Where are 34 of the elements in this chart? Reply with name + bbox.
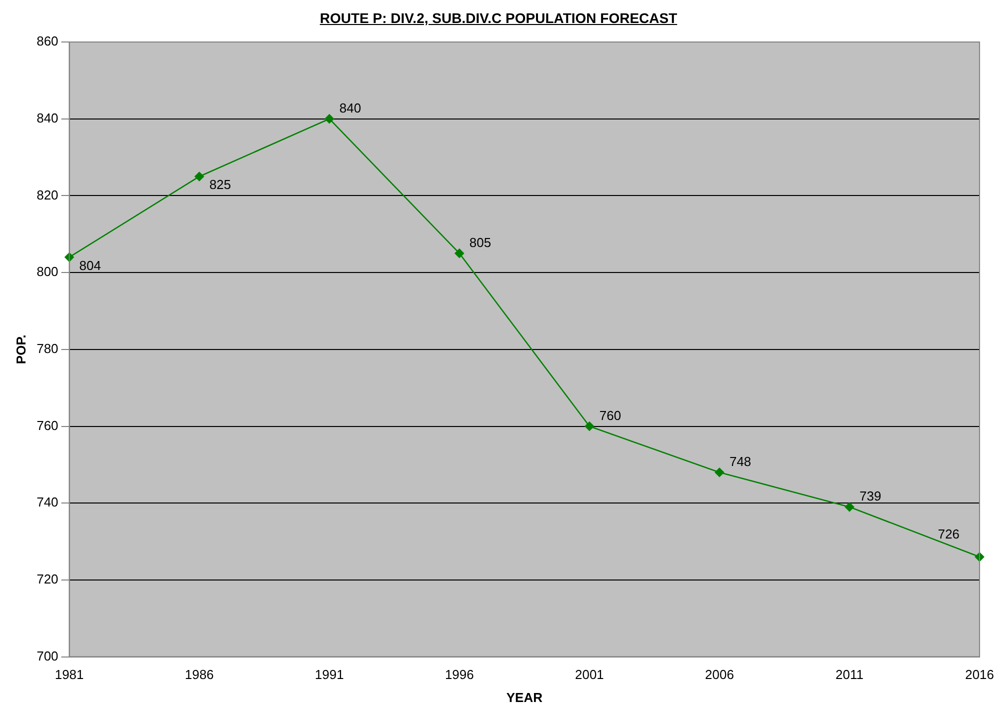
point <box>324 114 334 124</box>
x-axis-title: YEAR <box>506 690 544 705</box>
x-tick-label: 1981 <box>54 667 84 682</box>
x-tick-label: 1996 <box>444 667 474 682</box>
data-label: 726 <box>938 526 960 542</box>
data-label: 760 <box>599 408 622 423</box>
x-tick-label: 2001 <box>574 667 604 682</box>
y-tick-label: 820 <box>36 187 58 202</box>
y-tick-label: 760 <box>36 418 58 433</box>
y-tick-label: 740 <box>36 494 58 510</box>
y-tick-label: 700 <box>36 648 58 664</box>
point <box>844 502 854 512</box>
data-label: 739 <box>860 488 882 504</box>
point <box>714 468 724 478</box>
y-tick-label: 800 <box>36 264 58 280</box>
point <box>454 248 464 258</box>
data-label: 748 <box>729 454 752 469</box>
data-label: 825 <box>209 177 232 192</box>
point <box>584 422 594 431</box>
y-tick-label: 860 <box>36 34 58 49</box>
y-tick-label: 780 <box>36 340 58 356</box>
point <box>194 172 204 182</box>
y-axis-title: POP. <box>13 334 28 364</box>
chart-title: ROUTE P: DIV.2, SUB.DIV.C POPULATION FORECAST <box>318 10 678 26</box>
x-tick-label: 1986 <box>184 667 214 682</box>
y-tick-label: 840 <box>36 110 58 126</box>
data-label: 804 <box>79 258 101 273</box>
data-label: 840 <box>339 100 362 116</box>
y-tick-label: 720 <box>36 572 58 587</box>
x-tick-label: 1991 <box>314 667 344 682</box>
x-tick-label: 2016 <box>965 667 994 682</box>
data-label: 805 <box>469 234 492 250</box>
x-tick-label: 2006 <box>705 667 734 682</box>
x-tick-label: 2011 <box>836 667 864 682</box>
